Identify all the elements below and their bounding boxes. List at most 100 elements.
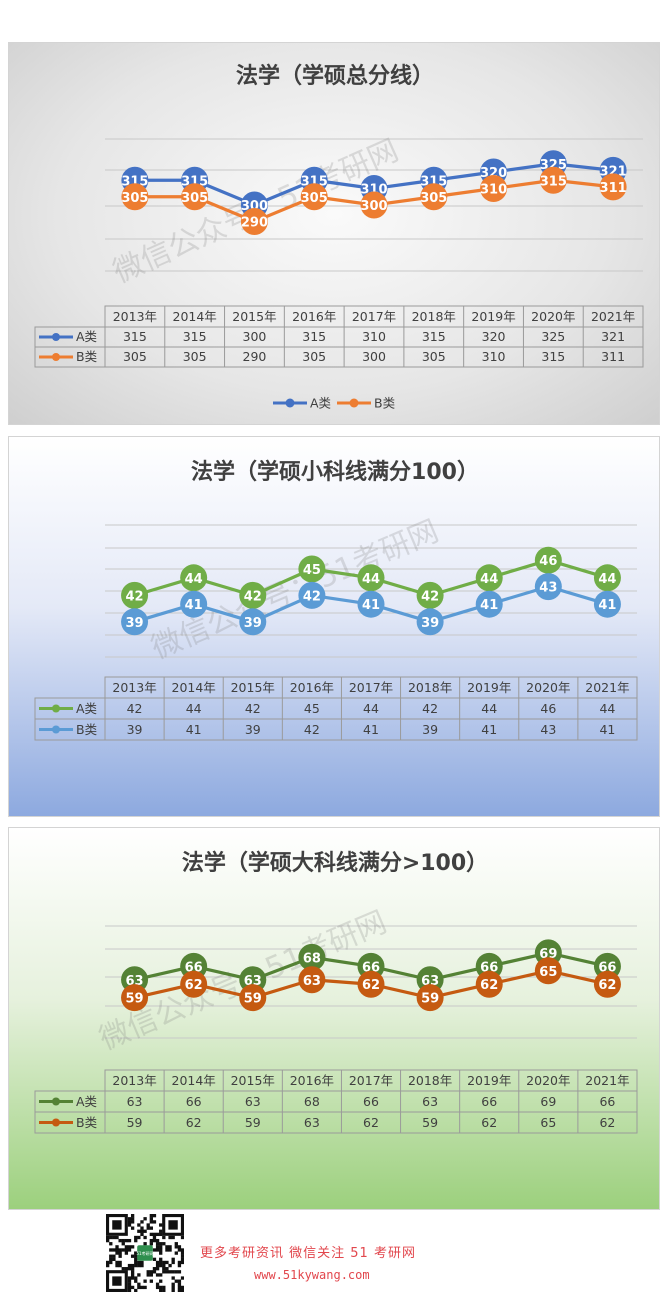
qr-module <box>159 1223 163 1227</box>
qr-module <box>171 1257 175 1261</box>
legend-key-marker <box>52 1097 60 1106</box>
data-label: 315 <box>540 174 567 189</box>
qr-module <box>165 1260 169 1265</box>
qr-module <box>143 1235 147 1240</box>
table-cell: 320 <box>482 329 506 344</box>
data-point <box>357 970 385 998</box>
data-label: 68 <box>303 951 321 966</box>
qr-module <box>174 1251 178 1255</box>
qr-module <box>134 1257 138 1261</box>
qr-module <box>127 1279 132 1283</box>
table-cell: 305 <box>183 349 207 364</box>
qr-module <box>162 1288 166 1292</box>
qr-logo-label: 51考研网 <box>136 1250 153 1256</box>
qr-module <box>168 1248 172 1252</box>
qr-module <box>130 1254 135 1258</box>
data-point <box>420 183 448 211</box>
qr-module <box>137 1260 141 1265</box>
qr-module <box>127 1263 132 1268</box>
table-cell: 63 <box>422 1094 438 1109</box>
qr-module <box>112 1257 116 1261</box>
qr-module <box>155 1285 160 1290</box>
qr-module <box>152 1232 157 1237</box>
table-cell: 310 <box>482 349 506 364</box>
table-header-cell: 2020年 <box>526 680 570 695</box>
qr-module <box>134 1238 138 1243</box>
qr-module <box>115 1248 119 1252</box>
table-header-cell: 2016年 <box>290 1073 334 1088</box>
table-cell: 42 <box>422 701 438 716</box>
table-cell: 315 <box>183 329 207 344</box>
qr-module <box>162 1285 166 1290</box>
chart-title: 法学（学硕大科线满分>100） <box>182 850 488 876</box>
table-cell: 321 <box>601 329 625 344</box>
qr-module <box>171 1288 175 1292</box>
data-label: 59 <box>421 992 439 1007</box>
qr-module <box>149 1220 153 1224</box>
table-header-cell: 2019年 <box>471 309 515 324</box>
qr-module <box>127 1245 132 1249</box>
table-header-cell: 2013年 <box>113 309 157 324</box>
qr-module <box>177 1260 182 1265</box>
chart-title: 法学（学硕总分线） <box>236 63 434 89</box>
qr-module <box>118 1260 122 1265</box>
qr-module <box>130 1270 135 1274</box>
qr-module <box>130 1273 135 1277</box>
data-label: 42 <box>421 589 439 604</box>
data-point <box>475 970 503 998</box>
data-label: 44 <box>362 572 380 587</box>
table-cell: 46 <box>540 701 556 716</box>
legend-marker <box>285 398 295 408</box>
qr-module <box>106 1235 110 1240</box>
data-point <box>181 183 209 211</box>
data-point <box>298 966 326 994</box>
qr-module <box>162 1267 166 1271</box>
qr-module <box>137 1263 141 1268</box>
qr-module <box>149 1214 153 1218</box>
qr-module <box>146 1273 150 1277</box>
qr-module <box>109 1260 113 1265</box>
data-point <box>180 564 208 592</box>
qr-module <box>159 1273 163 1277</box>
qr-module <box>140 1226 144 1230</box>
qr-finder-core <box>112 1276 122 1286</box>
data-label: 305 <box>181 191 208 206</box>
qr-module <box>159 1232 163 1237</box>
data-point <box>599 173 627 201</box>
qr-module <box>137 1223 141 1227</box>
data-point <box>593 970 621 998</box>
data-point <box>480 175 508 202</box>
chart-panel-large-subject: 法学（学硕大科线满分>100）微信公众号：51考研网63666368666366… <box>8 827 660 1210</box>
data-point <box>593 564 621 592</box>
qr-module <box>159 1263 163 1268</box>
qr-module <box>106 1260 110 1265</box>
table-cell: 41 <box>481 722 497 737</box>
table-header-cell: 2014年 <box>173 309 217 324</box>
qr-module <box>109 1242 113 1246</box>
table-header-cell: 2020年 <box>531 309 575 324</box>
legend-key-marker <box>52 704 60 713</box>
footer-url[interactable]: www.51kywang.com <box>254 1268 370 1282</box>
table-cell: 44 <box>599 701 615 716</box>
qr-module <box>146 1226 150 1230</box>
table-cell: 300 <box>243 329 267 344</box>
qr-module <box>162 1242 166 1246</box>
table-header-cell: 2018年 <box>408 1073 452 1088</box>
table-header-cell: 2021年 <box>585 680 629 695</box>
qr-module <box>152 1235 157 1240</box>
table-cell: 315 <box>123 329 147 344</box>
qr-module <box>165 1270 169 1274</box>
qr-module <box>159 1242 163 1246</box>
data-label: 62 <box>480 978 498 993</box>
qr-module <box>155 1273 160 1277</box>
table-header-cell: 2014年 <box>172 1073 216 1088</box>
qr-module <box>106 1238 110 1243</box>
data-label: 305 <box>301 191 328 206</box>
data-label: 42 <box>126 589 144 604</box>
qr-module <box>177 1270 182 1274</box>
table-cell: 39 <box>127 722 143 737</box>
data-label: 46 <box>539 554 557 569</box>
qr-module <box>115 1235 119 1240</box>
qr-module <box>152 1220 157 1224</box>
data-point <box>121 183 149 211</box>
